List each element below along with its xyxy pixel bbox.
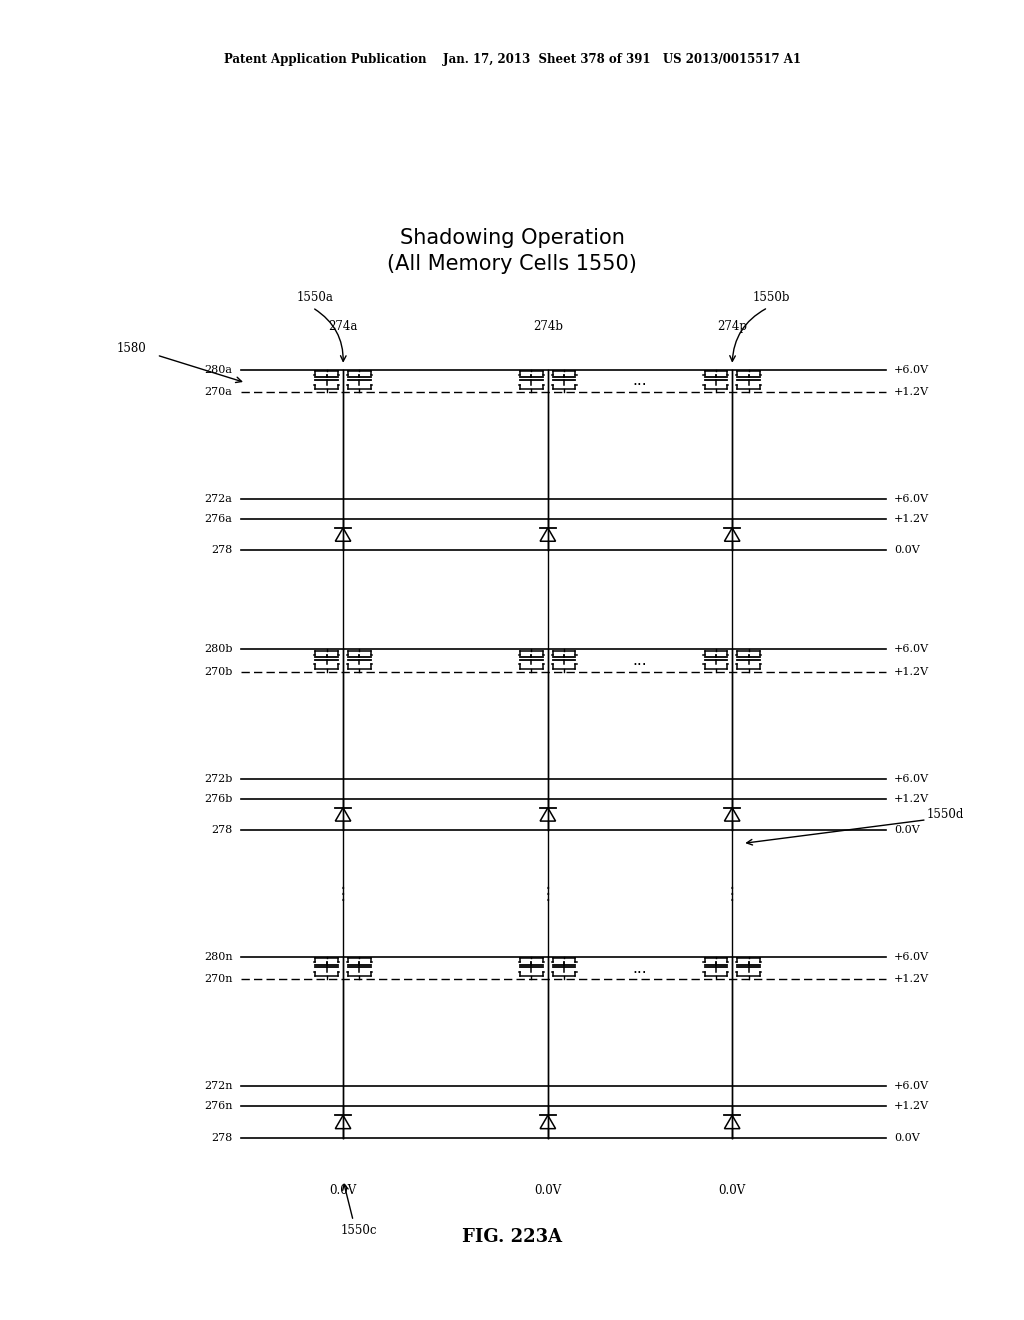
Text: +1.2V: +1.2V [894, 793, 929, 804]
Text: +6.0V: +6.0V [894, 364, 929, 375]
Text: Shadowing Operation: Shadowing Operation [399, 227, 625, 248]
Text: +6.0V: +6.0V [894, 644, 929, 655]
Text: 276a: 276a [205, 513, 232, 524]
Text: 274b: 274b [532, 319, 563, 333]
Text: 0.0V: 0.0V [894, 1133, 920, 1143]
Text: 280b: 280b [204, 644, 232, 655]
Text: 274p: 274p [717, 319, 748, 333]
Text: 272n: 272n [204, 1081, 232, 1092]
Text: 1550a: 1550a [297, 290, 334, 304]
Text: 272a: 272a [205, 494, 232, 504]
Text: 0.0V: 0.0V [330, 1184, 356, 1197]
Text: 276b: 276b [204, 793, 232, 804]
Text: (All Memory Cells 1550): (All Memory Cells 1550) [387, 253, 637, 275]
Text: 270b: 270b [204, 667, 232, 677]
Text: ...: ... [633, 374, 647, 388]
Text: 276n: 276n [204, 1101, 232, 1111]
Text: +1.2V: +1.2V [894, 387, 929, 397]
Text: +6.0V: +6.0V [894, 952, 929, 962]
Text: ⋮: ⋮ [540, 884, 556, 903]
Text: 280n: 280n [204, 952, 232, 962]
Text: +6.0V: +6.0V [894, 774, 929, 784]
Text: ⋮: ⋮ [724, 884, 740, 903]
Text: 0.0V: 0.0V [719, 1184, 745, 1197]
Text: FIG. 223A: FIG. 223A [462, 1228, 562, 1246]
Text: +1.2V: +1.2V [894, 513, 929, 524]
Text: 278: 278 [211, 825, 232, 836]
Text: +1.2V: +1.2V [894, 974, 929, 985]
Text: ...: ... [633, 653, 647, 668]
Text: 274a: 274a [329, 319, 357, 333]
Text: 0.0V: 0.0V [535, 1184, 561, 1197]
Text: 1550d: 1550d [927, 808, 964, 821]
Text: ...: ... [633, 961, 647, 975]
Text: 1550c: 1550c [340, 1224, 377, 1237]
Text: +1.2V: +1.2V [894, 1101, 929, 1111]
Text: ⋮: ⋮ [335, 884, 351, 903]
Text: 1550b: 1550b [753, 290, 791, 304]
Text: +6.0V: +6.0V [894, 1081, 929, 1092]
Text: Patent Application Publication    Jan. 17, 2013  Sheet 378 of 391   US 2013/0015: Patent Application Publication Jan. 17, … [223, 53, 801, 66]
Text: 270n: 270n [204, 974, 232, 985]
Text: 278: 278 [211, 545, 232, 556]
Text: 1580: 1580 [117, 342, 146, 355]
Text: 272b: 272b [204, 774, 232, 784]
Text: +6.0V: +6.0V [894, 494, 929, 504]
Text: 278: 278 [211, 1133, 232, 1143]
Text: 270a: 270a [205, 387, 232, 397]
Text: +1.2V: +1.2V [894, 667, 929, 677]
Text: 0.0V: 0.0V [894, 825, 920, 836]
Text: 0.0V: 0.0V [894, 545, 920, 556]
Text: 280a: 280a [205, 364, 232, 375]
